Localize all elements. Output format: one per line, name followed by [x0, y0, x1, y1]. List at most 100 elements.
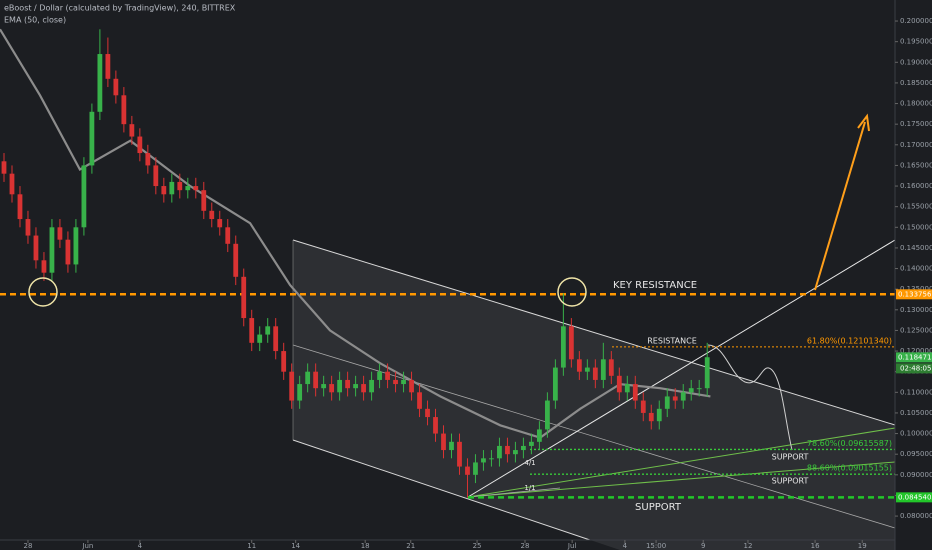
price-tag-label: 0.11847159 — [898, 353, 932, 361]
candle-body — [513, 450, 518, 455]
candle-body — [529, 441, 534, 446]
y-tick-label: 0.09500000 — [900, 450, 932, 458]
candle-body — [233, 243, 239, 277]
candle-body — [481, 458, 486, 463]
fib-label: 61.80%(0.12101340) — [807, 336, 892, 345]
candle-body — [265, 326, 271, 335]
candle-body — [337, 379, 343, 393]
candle-body — [537, 429, 542, 442]
price-tag — [896, 492, 932, 503]
candle-body — [489, 458, 494, 460]
legend-entry: EMA (50, close) — [4, 16, 66, 25]
x-tick-label: Jun — [81, 542, 93, 550]
ema-line — [0, 28, 711, 439]
candle-body — [81, 165, 87, 228]
annotation: KEY RESISTANCE — [613, 280, 697, 291]
y-tick-label: 0.17500000 — [900, 120, 932, 128]
candle-body — [544, 400, 550, 430]
candle-body — [576, 359, 582, 372]
candle-body — [305, 371, 311, 385]
candle-body — [329, 384, 335, 393]
highlight-circle — [28, 277, 58, 307]
x-tick-label: Jul — [567, 542, 577, 550]
candle-body — [209, 210, 215, 220]
candle-body — [680, 392, 686, 401]
x-tick-label: 25 — [473, 542, 482, 550]
x-tick-label: 16 — [811, 542, 820, 550]
candle-body — [97, 54, 103, 112]
candle-body — [521, 445, 526, 451]
y-tick-label: 0.16000000 — [900, 182, 932, 190]
candle-body — [505, 445, 510, 455]
projection-path — [707, 344, 793, 451]
candle-body — [121, 95, 127, 125]
countdown: 02:48:05 — [900, 364, 931, 372]
y-tick-label: 0.08000000 — [900, 512, 932, 520]
y-tick-label: 0.11000000 — [900, 388, 932, 396]
candle-body — [89, 111, 95, 166]
candle-body — [393, 379, 398, 385]
x-tick-label: 4 — [138, 542, 143, 550]
price-tag — [896, 352, 932, 363]
x-tick-label: 11 — [247, 542, 256, 550]
annotation: SUPPORT — [772, 453, 809, 462]
candle-body — [417, 392, 422, 409]
candle-body — [217, 219, 223, 228]
candle-body — [185, 186, 191, 191]
channel-fill — [293, 240, 895, 550]
x-tick-label: 21 — [406, 542, 415, 550]
x-tick-label: 4 — [623, 542, 628, 550]
candle-body — [425, 408, 430, 418]
channel-bottom — [292, 439, 591, 541]
candle-body — [600, 359, 606, 380]
y-tick-label: 0.10500000 — [900, 409, 932, 417]
candle-body — [473, 462, 478, 475]
candle-body — [321, 384, 327, 389]
candle-body — [1, 161, 7, 174]
candle-body — [225, 227, 231, 244]
candle-body — [433, 417, 438, 434]
x-tick-label: 18 — [361, 542, 370, 550]
price-tag-label: 0.08454055 — [898, 493, 932, 501]
candle-body — [129, 124, 135, 137]
annotation: RESISTANCE — [647, 337, 697, 346]
candle-body — [465, 466, 470, 475]
candle-body — [289, 371, 295, 401]
candle-body — [73, 227, 79, 265]
y-tick-label: 0.14000000 — [900, 265, 932, 273]
candle-body — [441, 433, 446, 451]
candle-body — [656, 408, 662, 422]
candle-body — [568, 326, 574, 360]
candle-body — [113, 78, 119, 96]
x-tick-label: 9 — [701, 542, 705, 550]
y-tick-label: 0.09000000 — [900, 471, 932, 479]
y-tick-label: 0.15000000 — [900, 223, 932, 231]
arrow-shaft — [814, 121, 866, 291]
channel-mid — [292, 344, 896, 529]
candle-body — [648, 412, 654, 422]
candle-body — [257, 334, 263, 343]
annotation: 4/1 — [524, 459, 535, 467]
candle-body — [65, 239, 71, 265]
candle-body — [9, 173, 15, 195]
x-tick-label: 19 — [858, 542, 867, 550]
candle-body — [560, 326, 566, 368]
fan-line — [467, 427, 896, 498]
x-tick-label: 14 — [291, 542, 300, 550]
candle-body — [105, 54, 111, 79]
candle-body — [313, 371, 319, 389]
candle-body — [177, 181, 183, 191]
candle-body — [153, 165, 159, 187]
candle-body — [632, 384, 638, 401]
candle-body — [704, 357, 710, 389]
x-tick-label: 28 — [521, 542, 530, 550]
fan-line — [467, 487, 561, 498]
candle-body — [17, 194, 23, 220]
price-tag-label: 0.13375672 — [898, 290, 932, 298]
candle-body — [361, 384, 366, 393]
candle-body — [201, 190, 207, 211]
candle-body — [584, 367, 590, 372]
y-tick-label: 0.19000000 — [900, 58, 932, 66]
y-tick-label: 0.20000000 — [900, 17, 932, 25]
